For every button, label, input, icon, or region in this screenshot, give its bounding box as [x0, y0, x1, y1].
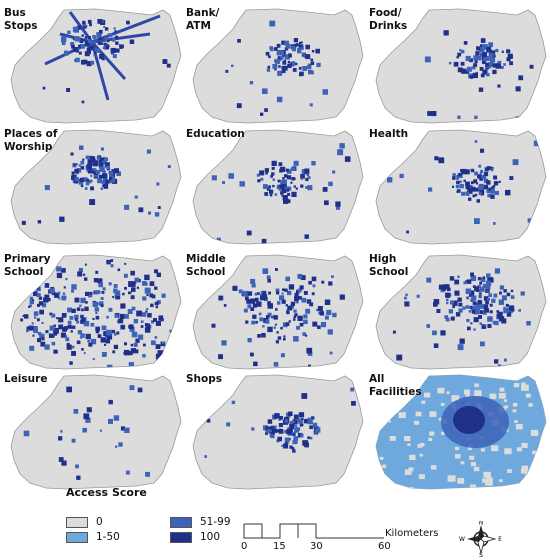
panel-title: Bank/ ATM: [186, 7, 220, 32]
scale-tick-60: 60: [378, 541, 391, 552]
panel-title: Education: [186, 128, 245, 140]
compass-n: N: [479, 521, 484, 527]
map-2: [375, 8, 547, 124]
access-layer: [21, 145, 176, 239]
map-4: [192, 129, 364, 245]
legend-label-0: 0: [96, 516, 103, 528]
legend-item-1: 1-50: [66, 531, 120, 543]
scale-bar: [243, 523, 384, 539]
map-panel-8: High School: [365, 250, 547, 372]
access-layer: [225, 20, 328, 116]
map-0: [10, 8, 182, 124]
panel-title: Middle School: [186, 253, 226, 278]
compass-e: E: [498, 536, 502, 543]
map-panel-2: Food/ Drinks: [365, 4, 547, 126]
map-panel-4: Education: [182, 125, 364, 247]
legend-swatch-3: [170, 531, 192, 543]
map-1: [192, 8, 364, 124]
panel-title: Leisure: [4, 373, 48, 385]
legend-item-2: 51-99: [170, 516, 231, 528]
legend-item-3: 100: [170, 531, 220, 543]
panel-title: Places of Worship: [4, 128, 58, 153]
map-10: [192, 374, 364, 490]
region-outline: [192, 8, 364, 124]
map-panel-7: Middle School: [182, 250, 364, 372]
scale-unit: Kilometers: [385, 528, 439, 539]
legend-item-0: 0: [66, 516, 103, 528]
legend-swatch-1: [66, 531, 88, 543]
north-arrow-icon: N S E W: [459, 521, 502, 557]
map-11: [375, 374, 547, 490]
legend-label-1: 1-50: [96, 531, 120, 543]
map-panel-1: Bank/ ATM: [182, 4, 364, 126]
legend-swatch-0: [66, 516, 88, 528]
region-outline: [375, 8, 547, 124]
map-3: [10, 129, 182, 245]
access-layer: [211, 143, 351, 244]
region-outline: [10, 374, 182, 490]
panel-title: Food/ Drinks: [369, 7, 408, 32]
panel-title: Bus Stops: [4, 7, 38, 32]
legend-label-2: 51-99: [200, 516, 231, 528]
map-panel-5: Health: [365, 125, 547, 247]
map-panel-0: Bus Stops: [0, 4, 182, 126]
map-7: [192, 254, 364, 370]
legend-title: Access Score: [66, 486, 147, 499]
panel-title: Health: [369, 128, 409, 140]
map-panel-11: All Facilities: [365, 370, 547, 492]
region-outline: [192, 254, 364, 370]
region-outline: [10, 8, 182, 124]
map-panel-3: Places of Worship: [0, 125, 182, 247]
access-layer: [204, 387, 356, 458]
compass-s: S: [479, 552, 483, 557]
legend-swatch-2: [170, 516, 192, 528]
map-9: [10, 374, 182, 490]
panel-title: All Facilities: [369, 373, 422, 398]
map-panel-6: Primary School: [0, 250, 182, 372]
compass-w: W: [459, 536, 465, 543]
map-6: [10, 254, 182, 370]
legend-label-3: 100: [200, 531, 221, 543]
map-8: [375, 254, 547, 370]
scale-tick-30: 30: [310, 541, 323, 552]
legend: Access Score 0 1-50 51-99 100: [0, 482, 550, 560]
panel-title: Shops: [186, 373, 223, 385]
scale-tick-0: 0: [241, 541, 248, 552]
region-outline: [10, 129, 182, 245]
access-layer: [205, 268, 351, 368]
map-panel-9: Leisure: [0, 370, 182, 492]
access-layer: [42, 11, 171, 104]
panel-title: High School: [369, 253, 409, 278]
panel-title: Primary School: [4, 253, 51, 278]
access-layer: [424, 30, 534, 120]
map-panel-10: Shops: [182, 370, 364, 492]
map-5: [375, 129, 547, 245]
scale-tick-15: 15: [273, 541, 286, 552]
